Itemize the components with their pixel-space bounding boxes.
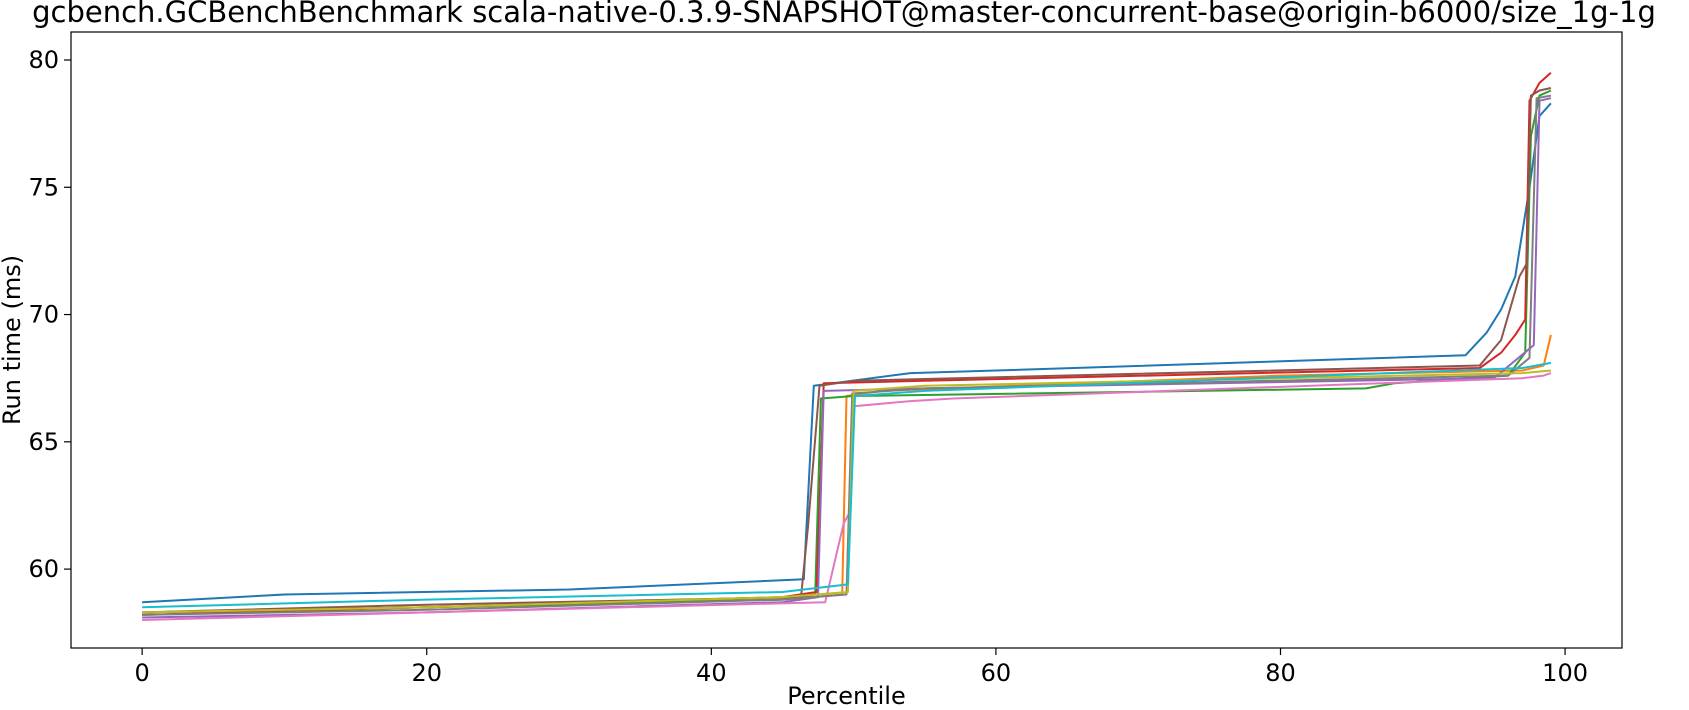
plot-frame bbox=[70, 31, 1623, 649]
x-tick-label: 80 bbox=[1265, 659, 1296, 687]
x-axis-label: Percentile bbox=[787, 682, 905, 710]
x-tick-label: 40 bbox=[696, 659, 727, 687]
y-tick-label: 75 bbox=[28, 173, 59, 201]
x-axis: 0 20 40 60 80 100 bbox=[135, 648, 1588, 687]
y-tick-label: 70 bbox=[28, 301, 59, 329]
series-line-1 bbox=[142, 102, 1552, 604]
x-tick-label: 60 bbox=[981, 659, 1012, 687]
x-tick-label: 100 bbox=[1542, 659, 1588, 687]
y-axis: 60 65 70 75 80 bbox=[28, 46, 71, 583]
y-tick-label: 65 bbox=[28, 428, 59, 456]
plot-area bbox=[142, 71, 1552, 621]
series-line-5 bbox=[142, 97, 1552, 619]
y-tick-label: 60 bbox=[28, 555, 59, 583]
x-tick-label: 20 bbox=[411, 659, 442, 687]
series-line-8 bbox=[142, 94, 1552, 616]
y-axis-label: Run time (ms) bbox=[0, 255, 26, 425]
chart-title: gcbench.GCBenchBenchmark scala-native-0.… bbox=[32, 0, 1656, 29]
series-line-10 bbox=[142, 361, 1552, 609]
series-line-3 bbox=[142, 89, 1552, 614]
series-line-4 bbox=[142, 71, 1552, 616]
y-tick-label: 80 bbox=[28, 46, 59, 74]
series-line-6 bbox=[142, 87, 1552, 614]
x-tick-label: 0 bbox=[135, 659, 150, 687]
